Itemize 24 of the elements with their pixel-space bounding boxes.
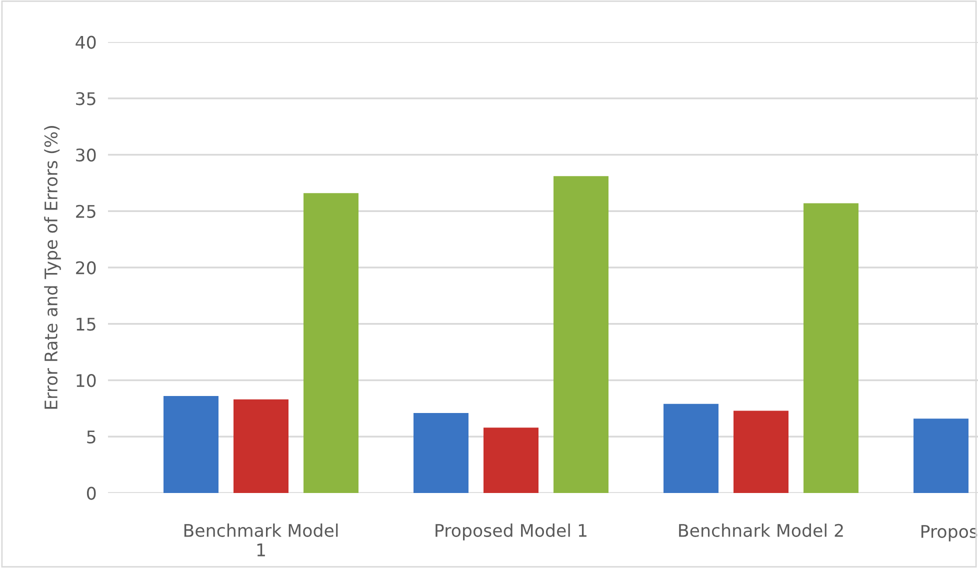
bar [484,428,538,493]
y-tick-label: 20 [76,261,96,274]
x-tick-label: Benchmark Model 1 [184,524,338,556]
y-tick-label: 15 [76,318,96,331]
bar [914,418,968,493]
y-tick-label: 30 [76,148,96,162]
x-tick-label: Proposed Model 1 [436,524,586,540]
bar [734,410,788,493]
y-tick-label: 40 [76,36,96,49]
bar [164,396,218,493]
y-tick-label: 35 [76,92,96,106]
bar [664,404,718,493]
bar [414,412,468,493]
y-tick-label: 25 [76,204,96,218]
bar [554,176,608,493]
bar [804,203,858,493]
y-axis-title: Error Rate and Type of Errors (%) [44,126,61,409]
x-tick-label: Propos [921,525,978,542]
x-tick-label: Benchnark Model 2 [679,524,843,537]
y-tick-label: 0 [86,486,96,500]
y-tick-label: 10 [76,374,96,388]
bar [234,399,288,493]
y-tick-label: 5 [87,430,96,444]
bar [304,193,358,493]
